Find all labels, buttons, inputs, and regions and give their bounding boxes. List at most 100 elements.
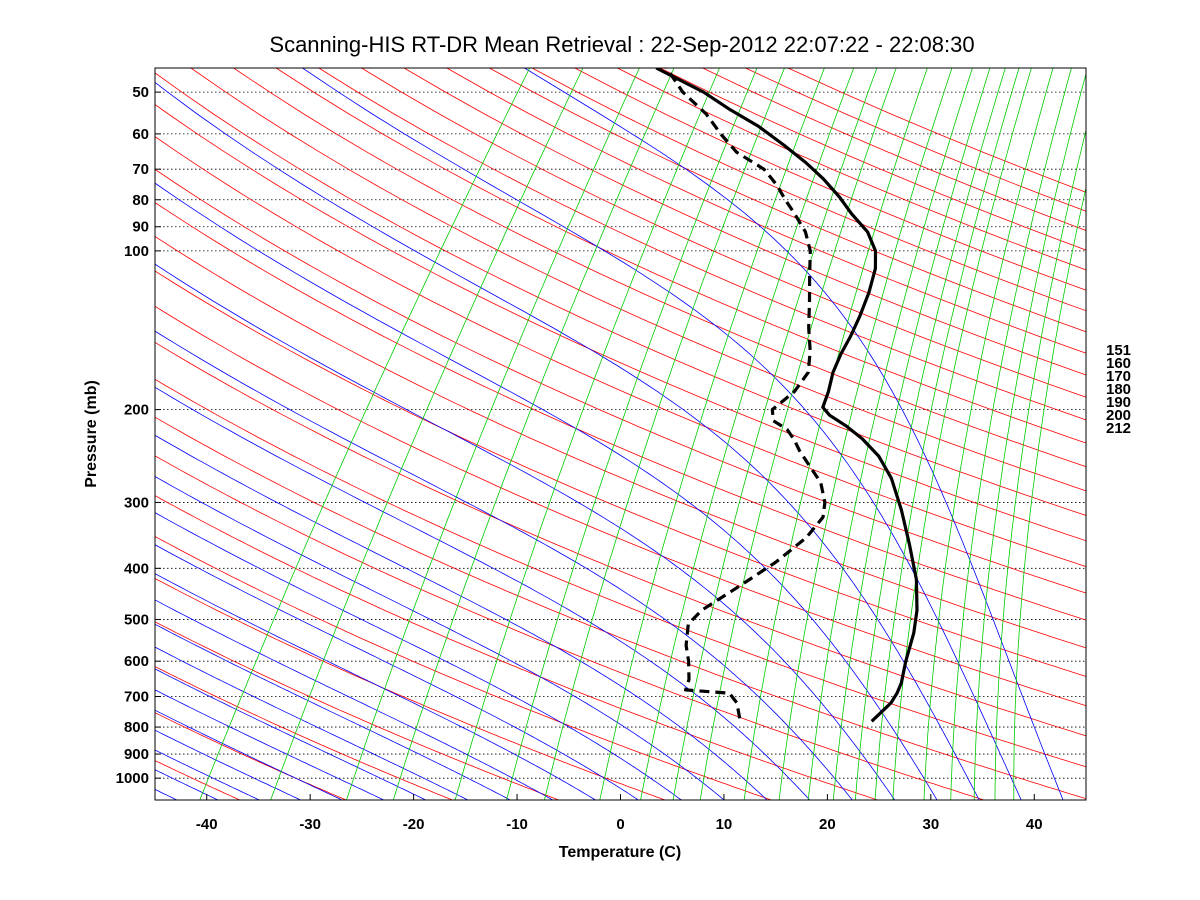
mixing-ratio-line: [640, 68, 855, 800]
x-tick-label: 20: [819, 816, 836, 833]
mixing-ratio-line: [807, 68, 973, 800]
y-tick-label: 300: [124, 494, 149, 511]
dry-adiabat-line: [155, 712, 348, 800]
temperature-profile-line: [655, 68, 919, 723]
y-tick-label: 600: [124, 653, 149, 670]
moist-adiabat-line: [155, 599, 554, 800]
mixing-ratio-line: [854, 68, 1006, 800]
moist-adiabat-line: [155, 386, 811, 800]
mixing-ratio-line: [994, 128, 1086, 800]
dry-adiabat-line: [155, 103, 1086, 542]
y-tick-label: 200: [124, 402, 149, 419]
right-side-label: 180: [1106, 381, 1131, 398]
dry-adiabat-line: [155, 455, 986, 800]
right-side-label: 170: [1106, 368, 1131, 385]
moist-adiabat-line: [155, 544, 640, 800]
dry-adiabat-line: [155, 378, 1086, 768]
y-tick-label: 60: [132, 126, 149, 143]
dry-adiabat-line: [155, 621, 560, 800]
mixing-ratio-line: [778, 68, 953, 800]
moist-adiabat-line: [301, 68, 1022, 800]
mixing-ratio-line: [543, 68, 785, 800]
dry-adiabat-line: [155, 666, 454, 800]
moist-adiabat-line: [155, 689, 385, 800]
y-tick-label: 100: [124, 243, 149, 260]
dry-adiabat-line: [232, 68, 1086, 468]
mixing-ratio-line: [346, 68, 640, 800]
mixing-ratio-line: [874, 68, 1020, 800]
dry-adiabat-line: [155, 341, 1086, 737]
right-side-label: 151: [1106, 342, 1131, 359]
dry-adiabat-line: [155, 72, 1086, 516]
moist-adiabat-line: [155, 709, 344, 800]
mixing-ratio-line: [950, 68, 1072, 800]
moist-adiabat-line: [155, 330, 853, 800]
moist-adiabat-line: [155, 81, 980, 800]
mixing-ratio-line: [923, 68, 1054, 800]
mixing-ratio-line: [1013, 185, 1086, 800]
y-axis-ticks: 50 60 70 80 90 100 200 300 400 500 600 700 800 900 100…: [116, 84, 161, 787]
y-tick-label: 400: [124, 560, 149, 577]
mixing-ratio-line: [506, 68, 758, 800]
y-tick-label: 900: [124, 746, 149, 763]
x-axis-label: Temperature (C): [559, 844, 681, 861]
mixing-ratio-line: [270, 68, 584, 800]
y-tick-label: 70: [132, 161, 149, 178]
mixing-ratio-line: [832, 68, 991, 800]
chart-title: Scanning-HIS RT-DR Mean Retrieval : 22-S…: [269, 32, 974, 57]
x-axis-ticks: -40 -30 -20 -10 0 10 20 30 40: [196, 794, 1043, 833]
y-tick-label: 50: [132, 84, 149, 101]
x-tick-label: 40: [1026, 816, 1043, 833]
moist-adiabat-line: [155, 729, 302, 800]
moist-adiabat-line: [155, 434, 768, 800]
moist-adiabat-line: [155, 263, 896, 800]
mixing-ratio-line: [672, 68, 878, 800]
right-side-label: 212: [1106, 420, 1131, 437]
mixing-ratio-line: [199, 68, 531, 800]
thermo-background-lines: [155, 68, 1086, 800]
dry-adiabat-line: [155, 760, 241, 800]
moist-adiabat-line: [155, 476, 725, 800]
x-tick-label: -10: [506, 816, 528, 833]
right-side-label: 160: [1106, 355, 1131, 372]
moist-adiabat-line: [155, 646, 469, 800]
dry-adiabat-line: [155, 305, 1086, 707]
right-side-label: 200: [1106, 407, 1131, 424]
moist-adiabat-line: [523, 68, 1064, 800]
mixing-ratio-line: [973, 72, 1086, 800]
mixing-ratio-line: [454, 68, 720, 800]
y-tick-label: 90: [132, 219, 149, 236]
mixing-ratio-line: [599, 68, 825, 800]
x-tick-label: 30: [922, 816, 939, 833]
profile-series: [655, 68, 919, 723]
x-tick-label: 0: [616, 816, 624, 833]
y-tick-label: 500: [124, 611, 149, 628]
moist-adiabat-line: [155, 512, 682, 800]
dry-adiabat-line: [155, 416, 1086, 800]
dry-adiabat-line: [155, 168, 1086, 594]
dry-adiabat-line: [155, 578, 667, 800]
dewpoint-profile-line: [665, 68, 827, 719]
dry-adiabat-line: [275, 68, 1086, 444]
moist-adiabat-line: [155, 769, 219, 800]
moist-adiabat-line: [155, 182, 938, 800]
mixing-ratio-line: [392, 68, 675, 800]
dry-adiabat-line: [155, 270, 1086, 677]
x-tick-label: -40: [196, 816, 218, 833]
dry-adiabat-line: [190, 68, 1086, 492]
dry-adiabat-line: [155, 202, 1086, 621]
y-tick-label: 80: [132, 192, 149, 209]
y-axis-label: Pressure (mb): [83, 380, 100, 488]
moist-adiabat-line: [155, 668, 427, 800]
y-tick-label: 1000: [116, 770, 149, 787]
right-side-label: 190: [1106, 394, 1131, 411]
moist-adiabat-line: [155, 749, 261, 800]
x-tick-label: -20: [403, 816, 425, 833]
moist-adiabat-line: [155, 623, 512, 800]
mixing-ratio-line: [743, 68, 928, 800]
x-tick-label: 10: [716, 816, 733, 833]
y-tick-label: 800: [124, 719, 149, 736]
y-tick-label: 700: [124, 688, 149, 705]
mixing-ratio-line: [699, 68, 897, 800]
